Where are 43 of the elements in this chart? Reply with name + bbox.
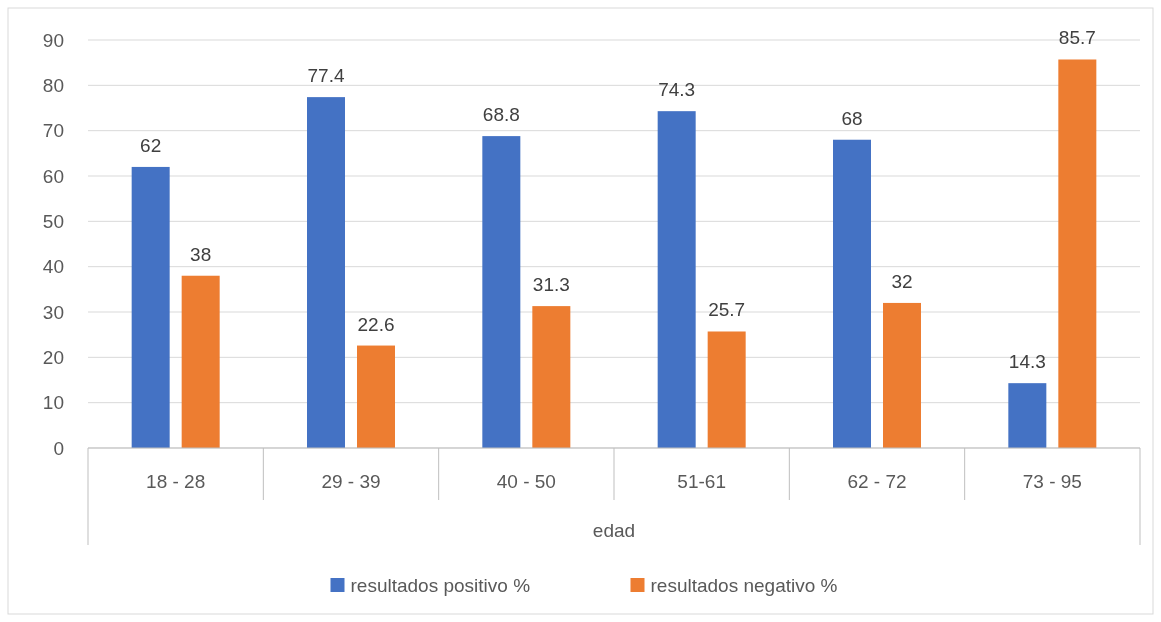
y-tick-label: 40 — [42, 256, 64, 278]
x-tick-label: 62 - 72 — [847, 470, 907, 492]
bar — [482, 136, 521, 448]
bar — [532, 306, 571, 448]
bar — [707, 331, 746, 448]
data-label: 25.7 — [708, 299, 746, 321]
legend-label: resultados positivo % — [350, 574, 531, 596]
y-tick-label: 90 — [42, 29, 64, 51]
data-label: 68 — [841, 107, 863, 129]
x-tick-label: 51-61 — [677, 470, 726, 492]
data-label: 62 — [140, 134, 162, 156]
bar — [181, 275, 220, 448]
x-tick-label: 18 - 28 — [146, 470, 206, 492]
data-label: 14.3 — [1008, 351, 1046, 373]
data-label: 77.4 — [307, 65, 345, 87]
x-tick-label: 73 - 95 — [1022, 470, 1082, 492]
data-label: 32 — [891, 270, 913, 292]
data-label: 22.6 — [357, 313, 395, 335]
y-tick-label: 0 — [53, 437, 64, 459]
y-tick-label: 30 — [42, 301, 64, 323]
bar — [357, 345, 395, 448]
y-tick-label: 60 — [42, 165, 64, 187]
bar — [1008, 383, 1047, 448]
legend-label: resultados negativo % — [650, 574, 838, 596]
bar — [131, 166, 170, 448]
bar — [657, 111, 696, 448]
y-tick-label: 70 — [42, 120, 64, 142]
bar — [307, 97, 345, 448]
y-tick-label: 80 — [42, 74, 64, 96]
y-tick-label: 10 — [42, 392, 64, 414]
x-tick-label: 29 - 39 — [321, 470, 381, 492]
bar — [1058, 59, 1097, 448]
data-label: 68.8 — [482, 104, 520, 126]
x-axis-title: edad — [592, 519, 636, 541]
bar — [883, 302, 921, 448]
data-label: 74.3 — [658, 79, 696, 101]
y-tick-label: 20 — [42, 346, 64, 368]
data-label: 31.3 — [532, 274, 570, 296]
data-label: 85.7 — [1058, 27, 1096, 49]
x-tick-label: 40 - 50 — [496, 470, 556, 492]
bar — [833, 139, 871, 448]
data-label: 38 — [190, 243, 212, 265]
y-tick-label: 50 — [42, 210, 64, 232]
